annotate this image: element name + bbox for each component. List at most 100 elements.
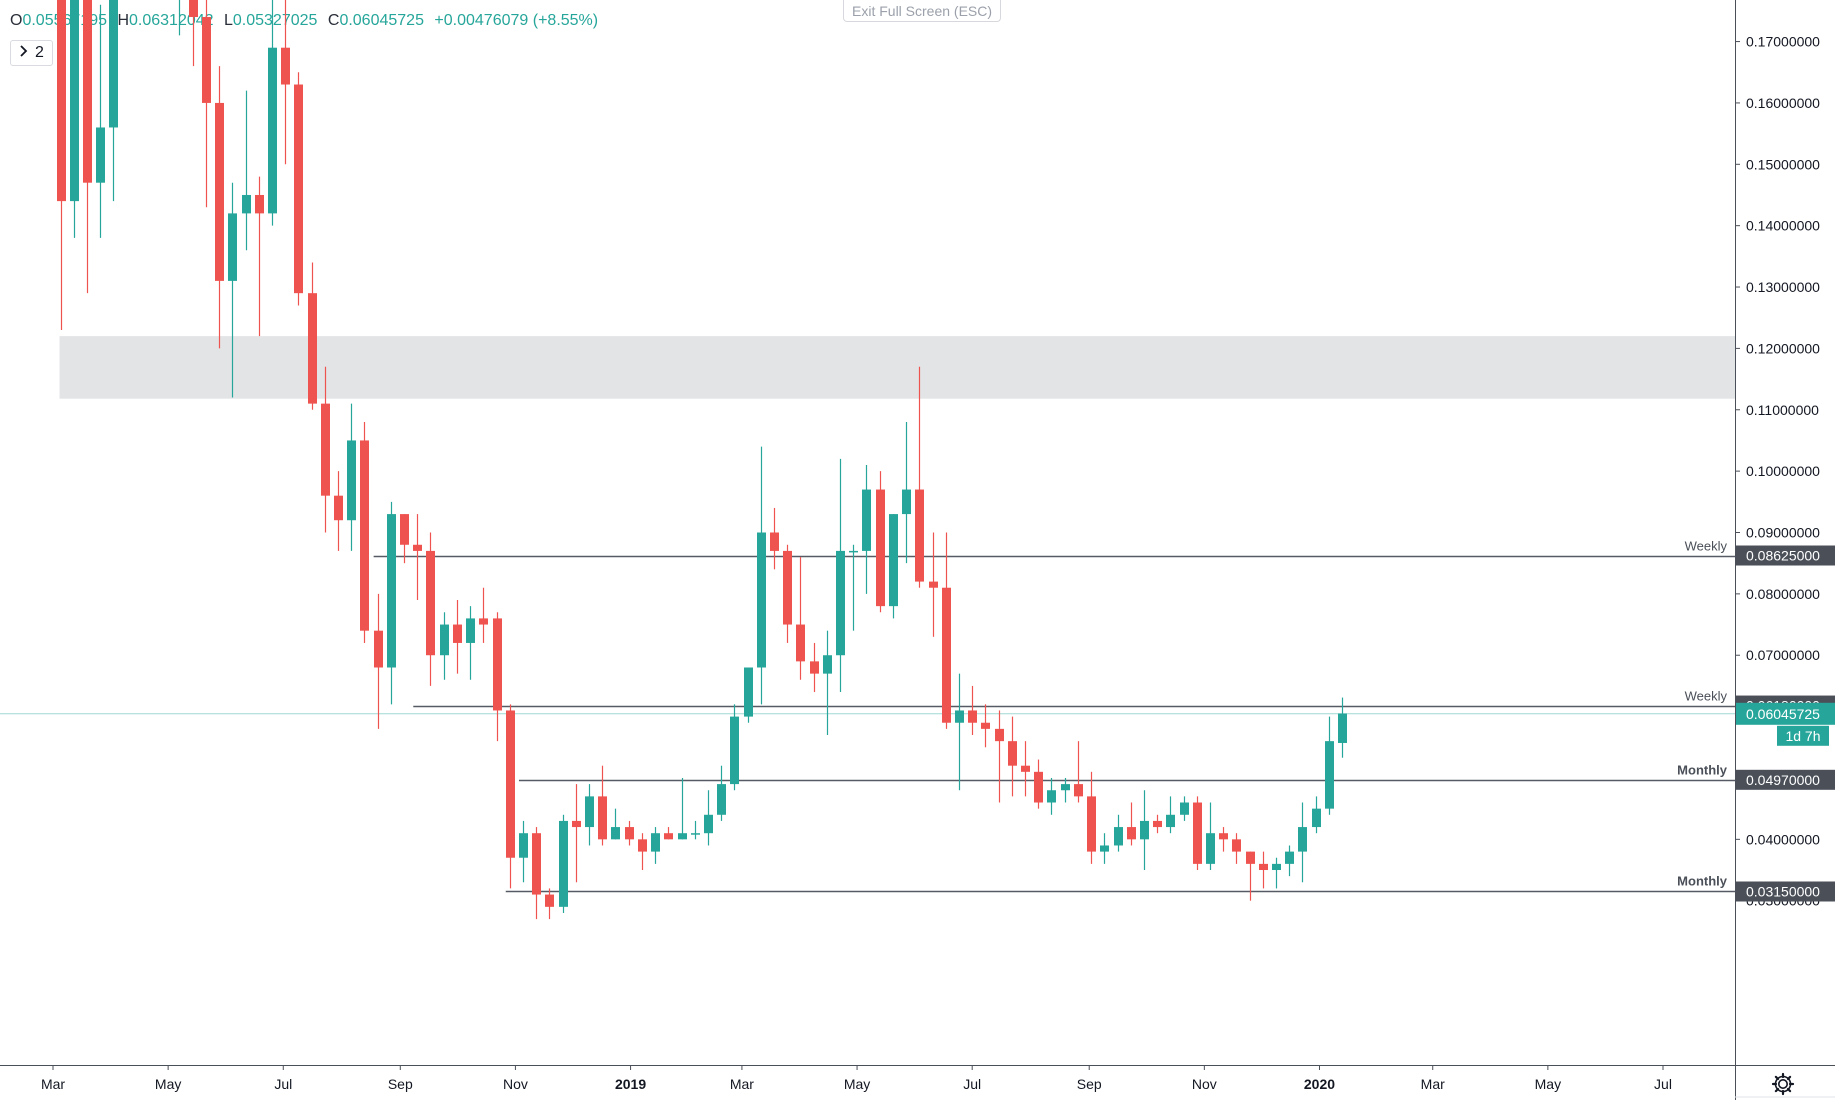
candle-body (532, 833, 541, 895)
candle-body (1193, 802, 1202, 864)
candle-body (268, 47, 277, 214)
candle-body (638, 839, 647, 852)
candle-body (189, 0, 198, 18)
candle-body (440, 624, 449, 656)
low-value: 0.05327025 (232, 12, 318, 29)
candle-body (1061, 784, 1070, 791)
candle-body (651, 833, 660, 852)
candle-body (1166, 814, 1175, 828)
candle-body (83, 0, 92, 183)
candle-body (1047, 790, 1056, 803)
candle-body (1312, 808, 1321, 828)
candle-body (294, 84, 303, 294)
candle-body (1272, 863, 1281, 871)
candle-body (57, 0, 66, 202)
candle-body (796, 624, 805, 662)
candle-body (955, 710, 964, 723)
candle-body (598, 796, 607, 840)
countdown-label: 1d 7h (1785, 728, 1820, 744)
candle-body (691, 833, 700, 835)
chevron-right-icon (19, 44, 29, 62)
candle-body (981, 722, 990, 729)
candle-body (889, 514, 898, 607)
candle-body (1021, 765, 1030, 772)
candle-body (823, 655, 832, 674)
interval-toggle-label: 2 (35, 44, 44, 61)
x-tick-label: May (155, 1076, 181, 1092)
candle-body (876, 489, 885, 607)
change-value: +0.00476079 (+8.55%) (434, 12, 599, 29)
candle-body (334, 495, 343, 521)
candle-body (202, 17, 211, 103)
candle-body (704, 814, 713, 834)
y-tick-label: 0.17000000 (1746, 34, 1820, 50)
candle-body (995, 728, 1004, 742)
candle-body (730, 716, 739, 785)
y-tick-label: 0.09000000 (1746, 524, 1820, 540)
low-label: L (223, 12, 233, 29)
candle-body (1232, 839, 1241, 852)
candle-body (70, 0, 79, 202)
candle-body (215, 102, 224, 281)
candle-body (664, 833, 673, 840)
candle-body (545, 894, 554, 907)
x-tick-label: Sep (388, 1076, 413, 1092)
candle-body (1298, 827, 1307, 852)
level-price-tag (1736, 769, 1835, 790)
candle-body (1246, 851, 1255, 864)
candle-body (902, 489, 911, 515)
candle-body (717, 784, 726, 815)
y-tick-label: 0.08000000 (1746, 586, 1820, 602)
y-tick-label: 0.10000000 (1746, 463, 1820, 479)
candle-body (360, 440, 369, 631)
candle-body (862, 489, 871, 551)
y-tick-label: 0.11000000 (1746, 402, 1819, 418)
candle-body (1325, 741, 1334, 809)
x-tick-label: Mar (41, 1076, 65, 1092)
candle-body (321, 403, 330, 496)
candle-body (308, 293, 317, 404)
candle-body (836, 550, 845, 656)
candle-body (783, 550, 792, 625)
exit-fullscreen-button[interactable]: Exit Full Screen (ESC) (843, 0, 1002, 22)
candle-body (1180, 802, 1189, 815)
x-tick-label: Nov (503, 1076, 528, 1092)
interval-toggle-button[interactable]: 2 (10, 40, 53, 66)
candle-body (915, 489, 924, 582)
candle-body (242, 194, 251, 214)
candle-body (374, 630, 383, 668)
candle-body (1285, 851, 1294, 864)
candle-body (519, 833, 528, 858)
x-tick-label: Mar (1421, 1076, 1445, 1092)
candle-body (281, 47, 290, 85)
candle-body (466, 618, 475, 643)
candle-body (1100, 845, 1109, 852)
candle-body (1034, 771, 1043, 803)
close-value: 0.06045725 (339, 12, 424, 29)
candle-body (757, 532, 766, 668)
gear-icon[interactable] (1770, 1071, 1796, 1097)
candle-body (968, 710, 977, 723)
candle-body (1338, 713, 1347, 743)
x-tick-label: 2020 (1304, 1076, 1335, 1092)
candle-body (255, 194, 264, 214)
candle-body (572, 820, 581, 828)
candle-body (413, 544, 422, 551)
candle-body (1259, 863, 1268, 871)
level-label: Monthly (1677, 874, 1728, 889)
level-price-label: 0.04970000 (1746, 772, 1820, 788)
y-tick-label: 0.16000000 (1746, 95, 1820, 111)
candle-body (744, 667, 753, 717)
countdown-tag (1777, 725, 1829, 746)
y-tick-label: 0.04000000 (1746, 831, 1820, 847)
high-label: H (117, 12, 129, 29)
x-tick-label: Mar (730, 1076, 754, 1092)
level-label: Monthly (1677, 763, 1728, 778)
candle-body (400, 514, 409, 545)
candle-body (678, 833, 687, 840)
candle-body (347, 440, 356, 521)
candle-body (387, 514, 396, 668)
candle-body (1008, 741, 1017, 766)
candle-body (479, 618, 488, 625)
